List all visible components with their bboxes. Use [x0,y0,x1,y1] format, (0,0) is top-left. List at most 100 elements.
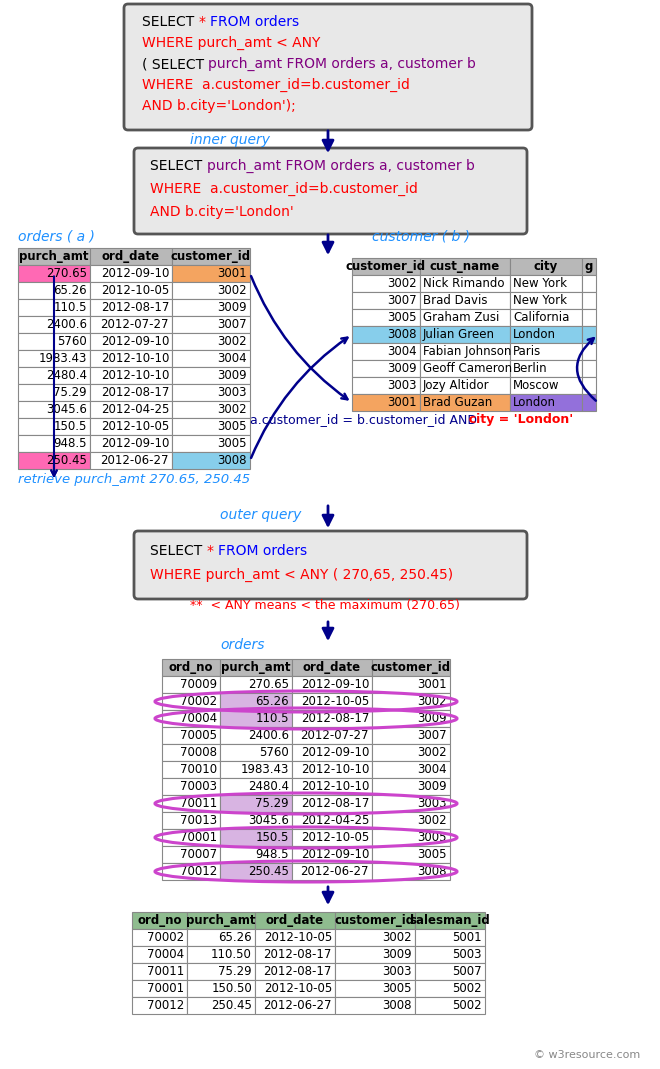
Bar [292,761,372,778]
Text: 70002: 70002 [180,695,217,708]
Bar [510,275,582,292]
Text: ord_date: ord_date [303,661,361,673]
Bar [187,963,255,980]
Text: London: London [513,328,556,341]
Bar [510,309,582,326]
Bar [132,912,187,929]
Text: 3008: 3008 [418,865,447,878]
Text: © w3resource.com: © w3resource.com [534,1050,640,1060]
Bar [172,367,250,384]
Bar [172,316,250,334]
Bar [510,343,582,360]
Text: 3002: 3002 [217,403,247,416]
Text: 2012-10-05: 2012-10-05 [301,695,369,708]
Text: 2012-08-17: 2012-08-17 [263,965,332,978]
Bar [132,963,187,980]
Text: 3004: 3004 [417,763,447,776]
Bar [372,727,450,744]
Bar [415,997,485,1014]
Bar [220,863,292,880]
Bar [582,326,596,343]
Text: 110.5: 110.5 [53,301,87,314]
Text: California: California [513,311,570,324]
Bar [415,946,485,963]
Bar [172,282,250,299]
Bar [420,360,510,377]
Bar [352,326,420,343]
Bar [90,418,172,435]
Text: 2012-08-17: 2012-08-17 [263,948,332,961]
Text: purch_amt FROM orders a, customer b: purch_amt FROM orders a, customer b [207,159,475,173]
Bar [292,710,372,727]
Text: purch_amt: purch_amt [186,914,256,927]
Bar [172,299,250,316]
Text: 3001: 3001 [417,678,447,691]
Text: 2012-10-05: 2012-10-05 [101,420,169,433]
Bar [292,863,372,880]
Bar [162,812,220,828]
Text: customer_id: customer_id [371,661,451,673]
Bar [510,377,582,394]
Bar [132,980,187,997]
Bar [335,980,415,997]
Bar [220,693,292,710]
Bar [187,980,255,997]
Bar [187,997,255,1014]
Text: cust_name: cust_name [430,260,500,273]
Bar [220,676,292,693]
Text: 3002: 3002 [417,814,447,827]
Text: 948.5: 948.5 [53,437,87,450]
Bar [162,761,220,778]
Bar [187,912,255,929]
Bar [220,659,292,676]
Bar [335,963,415,980]
Bar [372,778,450,795]
Text: 3003: 3003 [387,379,417,392]
Text: London: London [513,396,556,409]
Text: 70001: 70001 [180,831,217,845]
Bar [415,963,485,980]
Bar [420,258,510,275]
Bar [510,326,582,343]
Bar [372,812,450,828]
Text: 70011: 70011 [147,965,184,978]
Text: 3002: 3002 [217,284,247,297]
Text: 2012-10-05: 2012-10-05 [264,982,332,995]
Bar [255,912,335,929]
Text: 270.65: 270.65 [248,678,289,691]
Text: orders: orders [220,638,265,652]
Text: 250.45: 250.45 [46,454,87,467]
Text: 2012-09-10: 2012-09-10 [100,267,169,280]
Bar [255,929,335,946]
Text: a.customer_id = b.customer_id AND: a.customer_id = b.customer_id AND [250,413,477,427]
Text: 3002: 3002 [382,931,412,944]
Bar [352,292,420,309]
Text: 3007: 3007 [417,729,447,742]
Text: customer_id: customer_id [346,260,426,273]
Bar [352,394,420,410]
Bar [255,963,335,980]
Bar [510,258,582,275]
Text: 3002: 3002 [417,746,447,759]
Bar [172,384,250,401]
Bar [18,316,90,334]
Text: 3045.6: 3045.6 [46,403,87,416]
Bar [18,248,90,265]
Text: 3008: 3008 [218,454,247,467]
Text: 5760: 5760 [259,746,289,759]
Text: 3008: 3008 [383,1000,412,1012]
Bar [352,309,420,326]
Bar [420,343,510,360]
Text: Paris: Paris [513,345,541,358]
Text: 3003: 3003 [218,386,247,399]
Text: 948.5: 948.5 [255,848,289,861]
Text: 70011: 70011 [180,797,217,810]
Text: 65.26: 65.26 [53,284,87,297]
Bar [255,997,335,1014]
Bar [372,676,450,693]
Text: purch_amt FROM orders a, customer b: purch_amt FROM orders a, customer b [209,57,477,71]
Text: 2012-08-17: 2012-08-17 [300,797,369,810]
Bar [162,828,220,846]
Text: 2012-08-17: 2012-08-17 [100,301,169,314]
Bar [335,997,415,1014]
